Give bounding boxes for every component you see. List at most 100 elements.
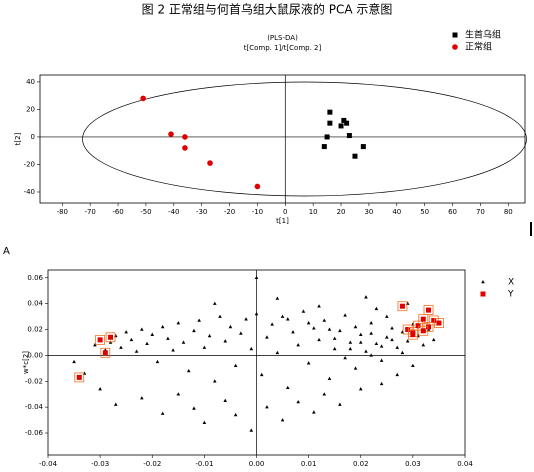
point (379, 381, 384, 386)
point (160, 324, 165, 329)
point (113, 333, 118, 338)
point (306, 361, 311, 365)
point (405, 301, 410, 305)
point (405, 327, 411, 333)
point (395, 372, 400, 377)
point (411, 363, 415, 368)
x-tick-label: 30 (364, 208, 373, 216)
highlight-box (407, 329, 418, 340)
point (360, 144, 366, 150)
x-tick-label: -80 (57, 208, 68, 216)
point (353, 324, 358, 329)
y-tick-label: 0 (31, 133, 35, 141)
point (140, 95, 146, 102)
point (296, 343, 300, 347)
point (405, 339, 410, 343)
point (270, 322, 274, 326)
point (171, 348, 175, 352)
point (364, 349, 368, 353)
y-tick-label: -0.02 (25, 377, 43, 385)
point (338, 328, 342, 333)
point (327, 327, 332, 331)
y-tick-label: -0.06 (25, 429, 44, 437)
point (332, 346, 337, 351)
point (343, 355, 347, 360)
x-tick-label: 0 (283, 208, 287, 216)
y-tick-label: -0.04 (25, 403, 44, 411)
x-axis-label: t[1] (276, 217, 289, 225)
point (202, 420, 207, 424)
point (145, 341, 149, 346)
highlight-box (397, 301, 408, 312)
y-tick-label: -20 (24, 160, 35, 168)
point (176, 392, 181, 396)
point (223, 398, 228, 402)
point (259, 372, 264, 377)
highlight-box (413, 320, 423, 331)
point (249, 346, 254, 351)
point (233, 412, 238, 417)
point (192, 406, 196, 410)
point (353, 366, 358, 370)
point (301, 309, 306, 313)
point (410, 332, 416, 338)
y-tick-label: 40 (26, 78, 35, 86)
point (223, 339, 228, 343)
point (213, 301, 217, 305)
point (390, 337, 394, 342)
x-tick-label: -60 (112, 208, 123, 216)
point (93, 343, 97, 347)
x-tick-label: -30 (196, 208, 207, 216)
point (322, 392, 327, 396)
point (358, 332, 363, 336)
legend-label: Y (507, 290, 514, 300)
point (160, 411, 165, 415)
point (176, 321, 181, 325)
point (275, 350, 280, 355)
x-tick-label: 0.00 (249, 460, 265, 468)
x-tick-label: 50 (420, 208, 429, 216)
plot-frame (39, 74, 526, 204)
point (113, 402, 118, 406)
point (379, 358, 384, 362)
highlight-box (95, 334, 106, 345)
point (364, 295, 368, 299)
point (358, 387, 363, 391)
point (249, 428, 254, 432)
point (285, 385, 290, 390)
y-tick-label: -40 (24, 188, 35, 196)
legend-label: 正常组 (465, 41, 492, 53)
point (374, 341, 379, 346)
point (291, 330, 295, 334)
x-tick-label: 70 (476, 208, 485, 216)
point (102, 350, 108, 356)
x-tick-label: 10 (309, 208, 318, 216)
point (338, 402, 342, 406)
point (182, 134, 188, 140)
point (239, 331, 243, 335)
x-tick-label: -0.04 (39, 460, 58, 468)
x-tick-label: -20 (224, 208, 235, 216)
confidence-ellipse (82, 81, 527, 197)
y-tick-label: 0.04 (27, 300, 43, 308)
point (426, 307, 432, 313)
panel-label: A (3, 246, 10, 257)
legend-swatch (452, 32, 458, 38)
point (399, 303, 405, 309)
point (98, 387, 102, 391)
y-tick-label: 0.06 (27, 274, 43, 282)
point (97, 337, 103, 343)
point (140, 396, 144, 400)
y-tick-label: 20 (26, 105, 35, 113)
point (400, 350, 405, 355)
point (254, 275, 259, 280)
point (324, 134, 330, 140)
x-tick-label: 60 (448, 208, 457, 216)
x-tick-label: -50 (140, 208, 151, 216)
point (140, 327, 144, 331)
point (332, 336, 337, 340)
point (275, 296, 280, 300)
highlight-box (423, 305, 434, 316)
highlight-box (418, 325, 429, 336)
